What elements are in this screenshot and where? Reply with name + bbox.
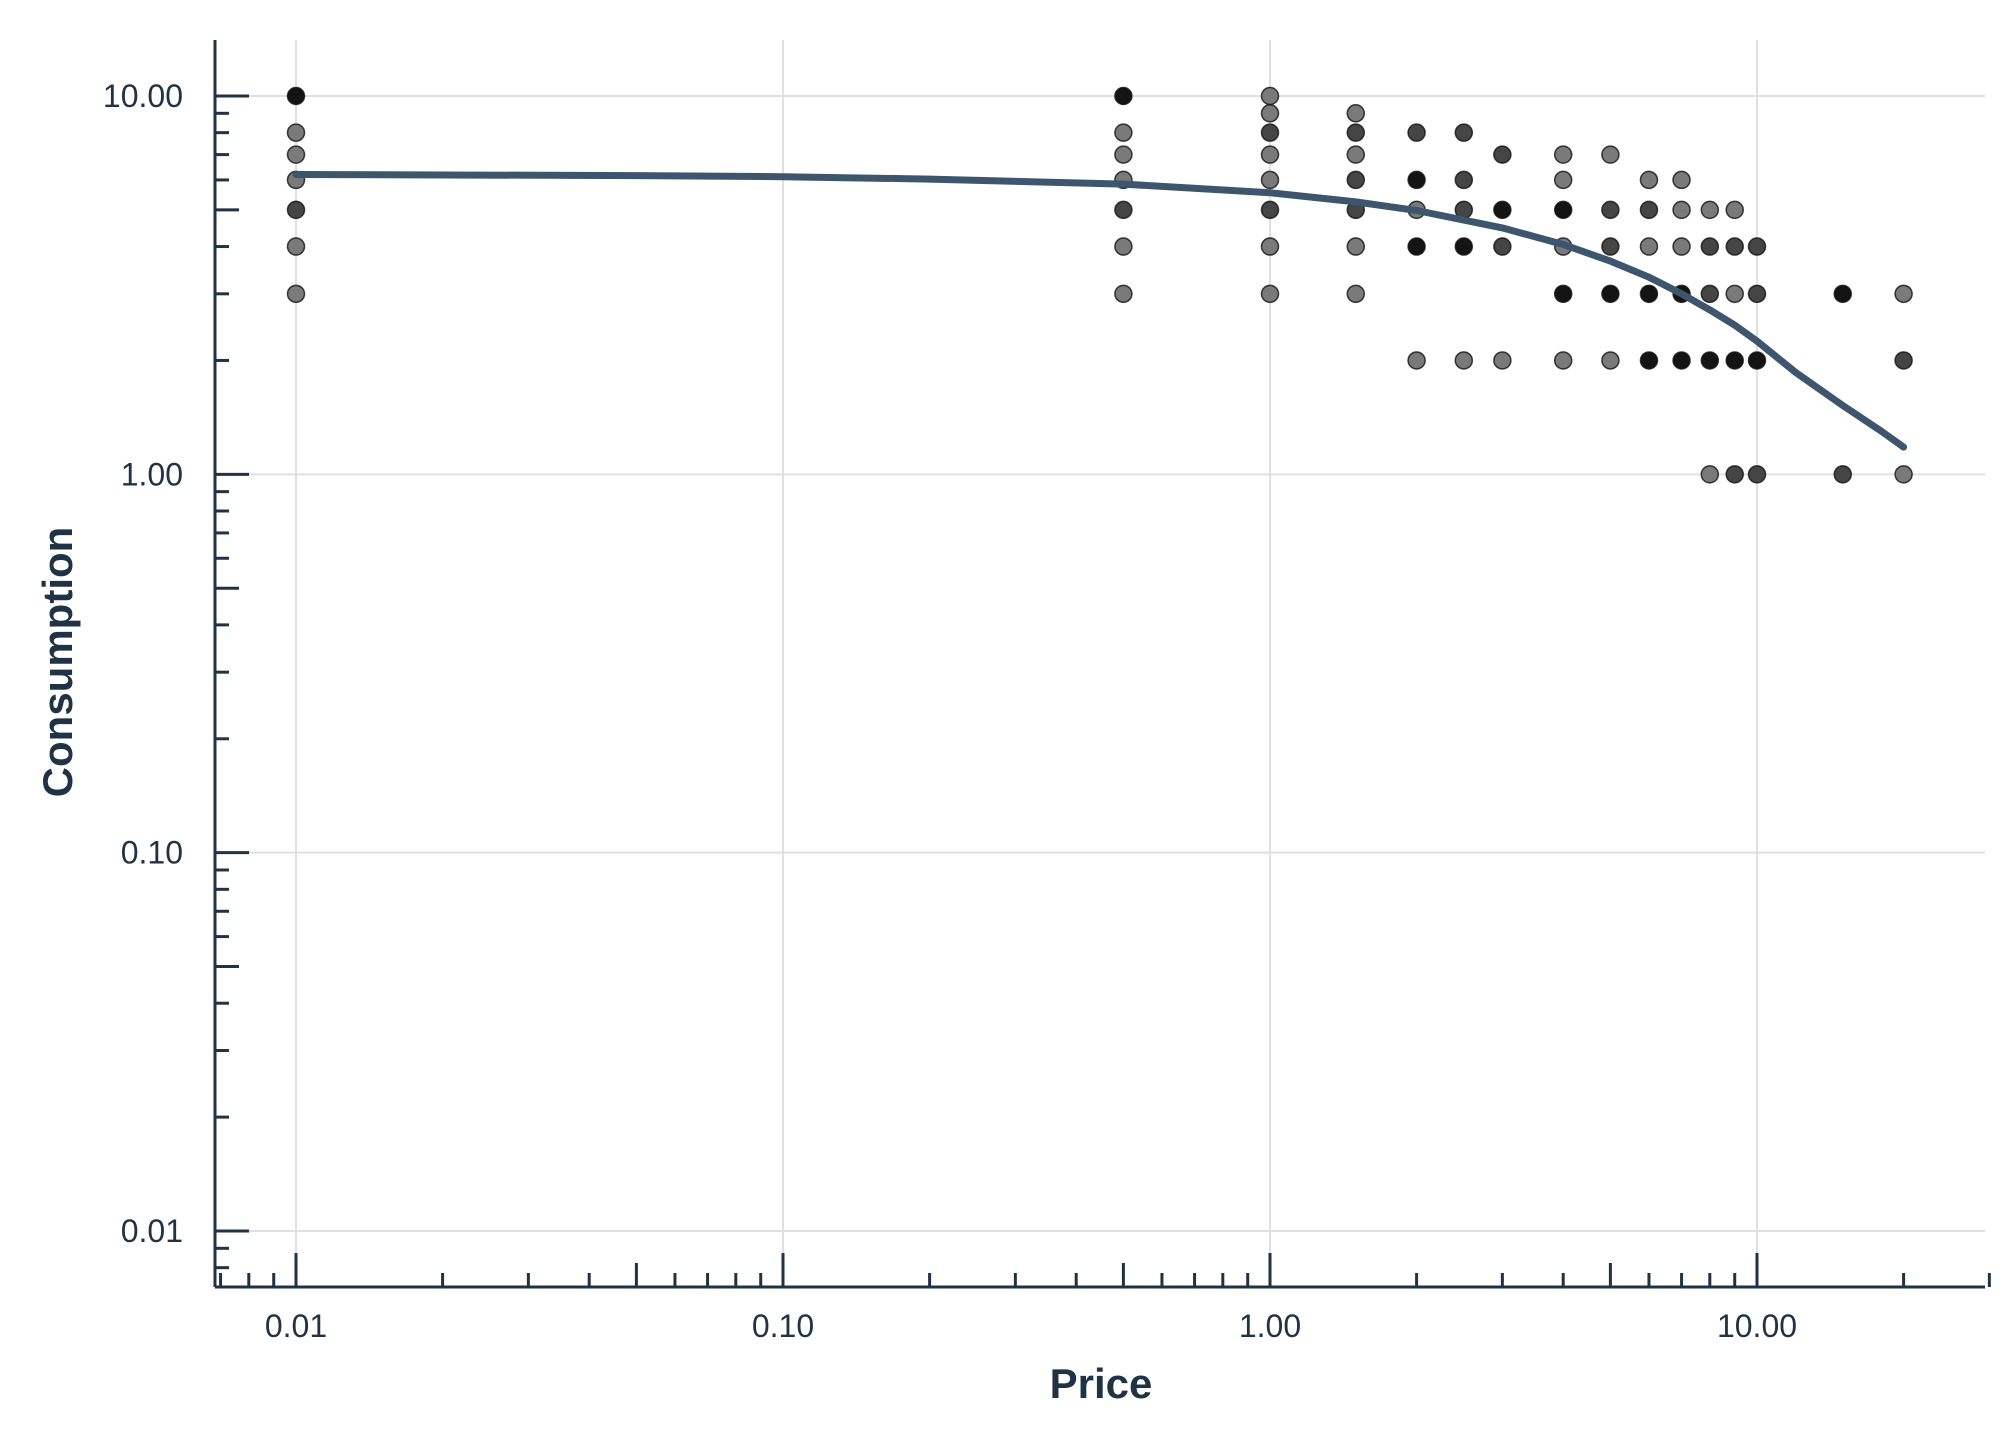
data-point (1553, 351, 1573, 370)
y-tick-label: 1.00 (121, 456, 183, 492)
data-point (1700, 237, 1720, 256)
data-point (1493, 145, 1512, 164)
data-point (1601, 237, 1620, 256)
data-point (1639, 237, 1659, 256)
data-point (1700, 351, 1720, 370)
data-point (1260, 145, 1280, 164)
data-point (1114, 145, 1133, 164)
data-point (1894, 465, 1913, 484)
data-point (1454, 123, 1474, 142)
fitted-demand-curve (292, 171, 1908, 451)
data-point (1700, 200, 1720, 220)
data-point (1672, 237, 1691, 256)
data-point (1493, 351, 1512, 370)
data-point (286, 237, 306, 256)
data-point (286, 200, 306, 220)
data-point (1260, 170, 1280, 190)
data-point (1454, 237, 1474, 256)
data-point (1725, 284, 1744, 304)
data-point (1601, 351, 1620, 370)
data-point (1725, 237, 1744, 256)
data-point (1553, 284, 1573, 304)
data-point (1639, 351, 1659, 370)
data-point (1833, 465, 1853, 484)
data-point (1833, 284, 1853, 304)
data-point (1407, 351, 1426, 370)
data-point (1346, 104, 1366, 123)
data-point (1114, 123, 1133, 142)
data-point (1260, 200, 1280, 220)
x-tick-label: 10.00 (1717, 1308, 1797, 1344)
x-tick-label: 0.10 (752, 1308, 814, 1344)
data-point (1747, 284, 1767, 304)
data-point (1260, 237, 1280, 256)
data-point (1725, 200, 1744, 220)
data-point (1553, 200, 1573, 220)
data-point (1260, 104, 1280, 123)
data-point (1601, 200, 1620, 220)
data-point (1114, 86, 1133, 106)
x-axis-title: Price (1050, 1360, 1153, 1407)
data-point (1747, 465, 1767, 484)
data-point (1346, 284, 1366, 304)
data-points (286, 86, 1913, 484)
data-point (1601, 284, 1620, 304)
gridlines (215, 40, 1985, 1287)
data-point (1747, 351, 1767, 370)
data-point (1725, 465, 1744, 484)
axis-ticks: 0.01 0.10 1.00 10.00 0.01 0.10 1.00 10.00 (103, 78, 1991, 1344)
data-point (1747, 237, 1767, 256)
data-point (1260, 284, 1280, 304)
data-point (1700, 465, 1720, 484)
data-point (1553, 170, 1573, 190)
data-point (1639, 284, 1659, 304)
y-axis-title: Consumption (34, 527, 81, 798)
data-point (1672, 200, 1691, 220)
data-point (1639, 170, 1659, 190)
data-point (1493, 200, 1512, 220)
data-point (1601, 145, 1620, 164)
data-point (1454, 351, 1474, 370)
y-tick-label: 0.01 (121, 1213, 183, 1249)
data-point (1407, 170, 1426, 190)
axes (213, 40, 1985, 1289)
data-point (1407, 237, 1426, 256)
y-tick-label: 10.00 (103, 78, 183, 114)
data-point (1553, 145, 1573, 164)
data-point (1114, 237, 1133, 256)
data-point (1672, 351, 1691, 370)
data-point (1454, 170, 1474, 190)
data-point (1346, 170, 1366, 190)
data-point (1260, 123, 1280, 142)
data-point (1114, 284, 1133, 304)
data-point (1260, 86, 1280, 106)
data-point (1639, 200, 1659, 220)
data-point (286, 284, 306, 304)
data-point (286, 123, 306, 142)
x-tick-label: 0.01 (265, 1308, 327, 1344)
data-point (1346, 123, 1366, 142)
data-point (1346, 145, 1366, 164)
data-point (286, 86, 306, 106)
data-point (1493, 237, 1512, 256)
data-point (286, 145, 306, 164)
data-point (1725, 351, 1744, 370)
data-point (1346, 237, 1366, 256)
data-point (1894, 284, 1913, 304)
data-point (1672, 170, 1691, 190)
y-tick-label: 0.10 (121, 835, 183, 871)
data-point (1894, 351, 1913, 370)
x-tick-label: 1.00 (1239, 1308, 1301, 1344)
data-point (1114, 200, 1133, 220)
data-point (1700, 284, 1720, 304)
data-point (1407, 123, 1426, 142)
